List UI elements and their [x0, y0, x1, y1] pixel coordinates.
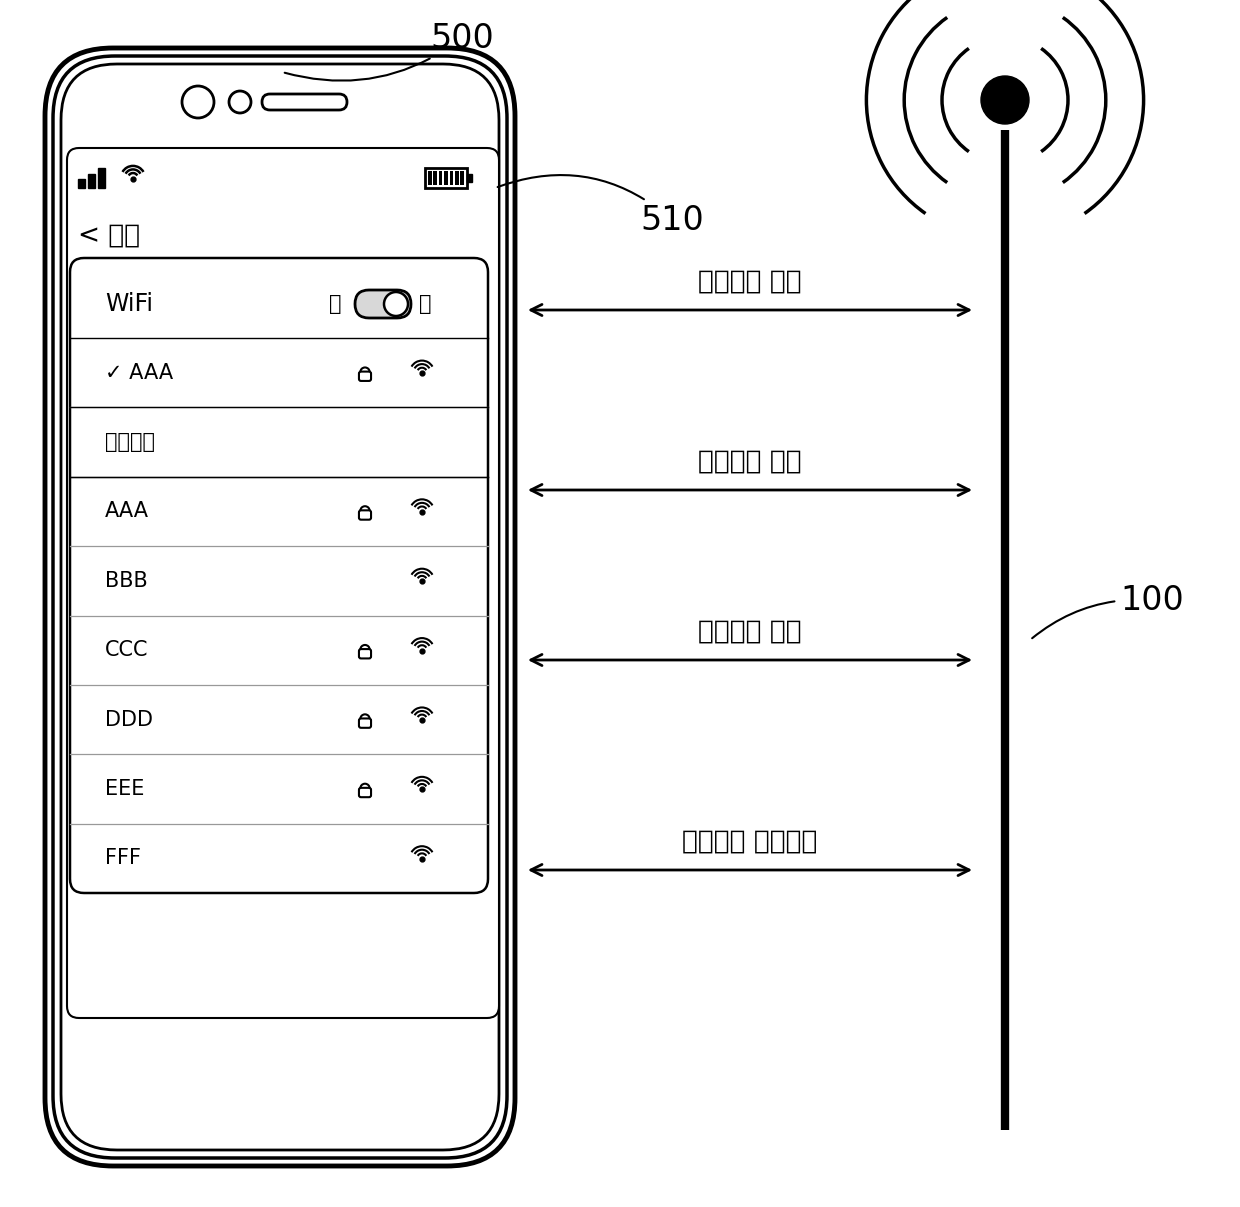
Text: EEE: EEE	[105, 779, 144, 799]
Circle shape	[981, 76, 1029, 124]
Text: BBB: BBB	[105, 571, 148, 590]
Text: 第三步： 关联: 第三步： 关联	[698, 619, 802, 645]
Bar	[428, 171, 432, 185]
Text: ✓ AAA: ✓ AAA	[105, 362, 174, 383]
Text: WiFi: WiFi	[105, 292, 153, 316]
FancyBboxPatch shape	[355, 290, 410, 317]
Text: DDD: DDD	[105, 710, 153, 729]
FancyBboxPatch shape	[53, 56, 507, 1158]
Circle shape	[384, 292, 408, 316]
FancyBboxPatch shape	[358, 649, 371, 659]
FancyBboxPatch shape	[358, 718, 371, 728]
Text: 510: 510	[497, 175, 704, 237]
Text: FFF: FFF	[105, 849, 141, 868]
Text: 第四步： 连接成功: 第四步： 连接成功	[682, 829, 817, 855]
FancyBboxPatch shape	[69, 258, 489, 893]
FancyBboxPatch shape	[67, 148, 498, 1018]
Text: 扫描网络: 扫描网络	[105, 432, 155, 453]
FancyBboxPatch shape	[358, 511, 371, 520]
Text: 500: 500	[285, 22, 494, 81]
Circle shape	[229, 91, 250, 113]
Bar	[455, 171, 459, 185]
Bar	[450, 171, 453, 185]
Bar	[439, 171, 443, 185]
Bar	[460, 171, 464, 185]
FancyBboxPatch shape	[358, 372, 371, 381]
Bar	[78, 179, 86, 188]
FancyBboxPatch shape	[61, 64, 498, 1150]
Bar	[88, 174, 95, 188]
Text: 第一步： 扫描: 第一步： 扫描	[698, 269, 802, 295]
FancyBboxPatch shape	[45, 48, 515, 1166]
Bar	[444, 171, 448, 185]
Text: 开: 开	[419, 295, 432, 314]
Bar	[425, 168, 467, 188]
FancyBboxPatch shape	[358, 788, 371, 797]
Bar	[434, 171, 436, 185]
Circle shape	[182, 86, 215, 118]
Text: 100: 100	[1032, 583, 1184, 639]
Text: 第二步： 认证: 第二步： 认证	[698, 449, 802, 476]
Bar	[98, 168, 105, 188]
Text: AAA: AAA	[105, 501, 149, 521]
Bar	[467, 174, 472, 182]
FancyBboxPatch shape	[262, 94, 347, 110]
Text: CCC: CCC	[105, 640, 149, 660]
Text: < 设置: < 设置	[78, 223, 140, 249]
Text: 关: 关	[329, 295, 341, 314]
